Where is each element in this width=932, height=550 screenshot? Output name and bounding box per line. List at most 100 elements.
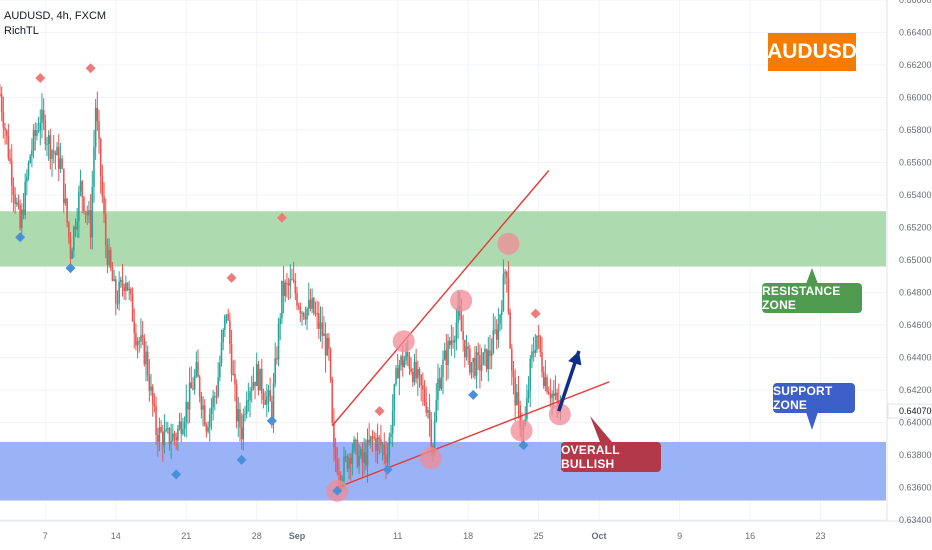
candle-down	[0, 94, 1, 96]
candle-up	[453, 340, 456, 343]
candle-up	[413, 361, 416, 382]
candle-down	[411, 371, 414, 382]
candle-down	[556, 392, 558, 401]
candle-down	[428, 410, 431, 420]
candle-down	[401, 356, 404, 368]
candle-down	[98, 121, 100, 139]
candle-up	[465, 346, 468, 358]
candle-down	[507, 277, 510, 313]
candle-down	[331, 379, 334, 423]
candle-down	[542, 372, 545, 387]
overall-bullish-callout: OVERALL BULLISH	[561, 442, 661, 472]
candle-up	[51, 150, 53, 160]
pivot-low-marker	[236, 454, 247, 465]
touch-point-circle	[392, 330, 415, 353]
candle-down	[254, 381, 256, 386]
candle-up	[245, 400, 248, 415]
symbol-badge: AUDUSD	[767, 33, 857, 71]
y-axis-panel	[887, 0, 932, 550]
pivot-low-marker	[518, 440, 529, 451]
candle-up	[78, 191, 80, 222]
pivot-high-marker	[276, 212, 287, 223]
candle-down	[547, 392, 550, 394]
candle-up	[279, 318, 282, 324]
candle-down	[552, 393, 555, 396]
candle-up	[31, 150, 33, 156]
y-tick-label: 0.63400	[899, 515, 932, 525]
x-tick-label: 25	[534, 531, 544, 541]
candle-up	[289, 279, 292, 286]
candle-up	[502, 273, 505, 311]
candle-up	[207, 427, 209, 432]
candle-down	[103, 196, 105, 215]
candle-up	[140, 335, 142, 342]
candle-up	[319, 322, 322, 329]
candle-up	[516, 392, 518, 406]
candle-down	[235, 384, 238, 422]
x-tick-label: 11	[393, 531, 402, 541]
x-tick-label: Sep	[289, 531, 306, 541]
candle-down	[205, 425, 208, 432]
candle-down	[318, 313, 320, 329]
candle-up	[202, 405, 204, 410]
y-tick-label: 0.64000	[899, 418, 932, 428]
candle-up	[94, 107, 97, 148]
candle-down	[215, 396, 218, 398]
candle-up	[554, 392, 557, 396]
y-tick-label: 0.64200	[899, 385, 932, 395]
pivot-high-marker	[85, 63, 96, 74]
candle-up	[224, 315, 226, 330]
pivot-low-marker	[382, 464, 393, 475]
candle-up	[475, 352, 478, 376]
candle-up	[504, 271, 506, 274]
candle-up	[395, 368, 397, 385]
candle-up	[250, 388, 253, 392]
y-tick-label: 0.65400	[899, 190, 932, 200]
candle-up	[120, 279, 122, 282]
candle-up	[145, 351, 147, 365]
candle-down	[495, 329, 498, 340]
candle-up	[358, 455, 360, 467]
candle-down	[190, 382, 193, 389]
candle-down	[517, 392, 520, 406]
candle-up	[24, 181, 26, 216]
candle-up	[113, 279, 115, 281]
indicator-label: RichTL	[4, 25, 39, 37]
candle-down	[373, 436, 376, 439]
candle-down	[460, 316, 463, 332]
candle-down	[160, 427, 162, 432]
y-tick-label: 0.66600	[899, 0, 932, 5]
candle-down	[328, 337, 330, 349]
candle-up	[170, 441, 172, 445]
candle-down	[329, 348, 332, 380]
candle-down	[187, 401, 189, 410]
y-tick-label: 0.66000	[899, 93, 932, 103]
candle-down	[146, 351, 149, 376]
pivot-low-marker	[266, 415, 277, 426]
candle-down	[264, 399, 266, 405]
candle-up	[266, 396, 268, 405]
candle-down	[22, 209, 25, 216]
candle-up	[225, 314, 228, 316]
support-zone-callout: SUPPORT ZONE	[773, 383, 855, 413]
candle-up	[195, 362, 198, 376]
y-tick-label: 0.64400	[899, 353, 932, 363]
candle-down	[354, 439, 357, 441]
candle-up	[76, 221, 78, 230]
candle-down	[173, 433, 176, 438]
candle-up	[363, 452, 365, 463]
candle-down	[135, 333, 137, 346]
candle-up	[252, 381, 255, 389]
candle-up	[527, 390, 530, 399]
candle-down	[425, 402, 428, 413]
candle-down	[452, 340, 454, 343]
upper-trendline	[331, 170, 550, 427]
candle-down	[155, 406, 157, 435]
x-tick-label: 18	[463, 531, 473, 541]
candle-up	[188, 382, 191, 410]
candle-down	[537, 335, 540, 337]
candle-up	[326, 337, 329, 356]
candle-down	[467, 346, 469, 349]
